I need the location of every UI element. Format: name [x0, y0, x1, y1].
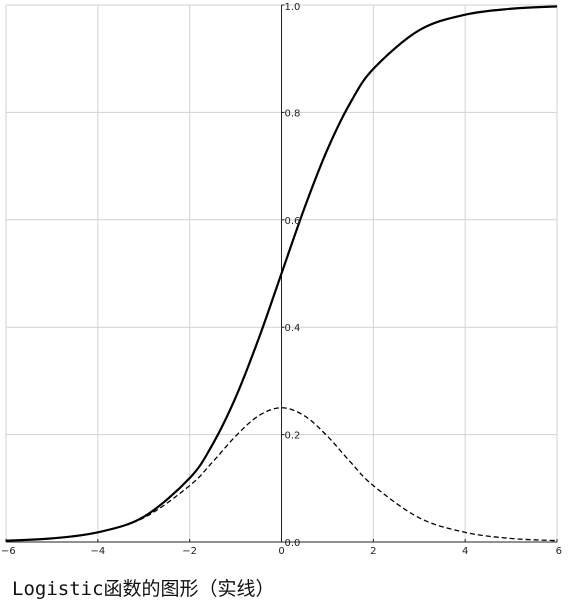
x-tick-label: −2 — [182, 546, 197, 557]
y-tick-label: 0.8 — [285, 108, 301, 119]
x-tick-label: −4 — [90, 546, 105, 557]
y-tick-label: 0.4 — [285, 323, 301, 334]
y-tick-label: 0.2 — [285, 431, 301, 442]
x-tick-label: 0 — [278, 546, 284, 557]
x-tick-label: 4 — [462, 546, 468, 557]
x-tick-label: −6 — [1, 546, 16, 557]
x-tick-label: 6 — [556, 546, 562, 557]
y-tick-label: 0.6 — [285, 216, 301, 227]
series-line-dashed — [5, 407, 558, 542]
tick-labels: −6 −4 −2 0 2 4 6 0.0 0.2 0.4 0.6 0.8 1.0 — [1, 2, 562, 557]
x-tick-label: 2 — [370, 546, 376, 557]
y-tick-label: 1.0 — [285, 2, 301, 13]
figure-caption: Logistic函数的图形（实线） — [12, 578, 275, 600]
y-tick-label: 0.0 — [285, 538, 301, 549]
series-lines — [5, 5, 558, 542]
